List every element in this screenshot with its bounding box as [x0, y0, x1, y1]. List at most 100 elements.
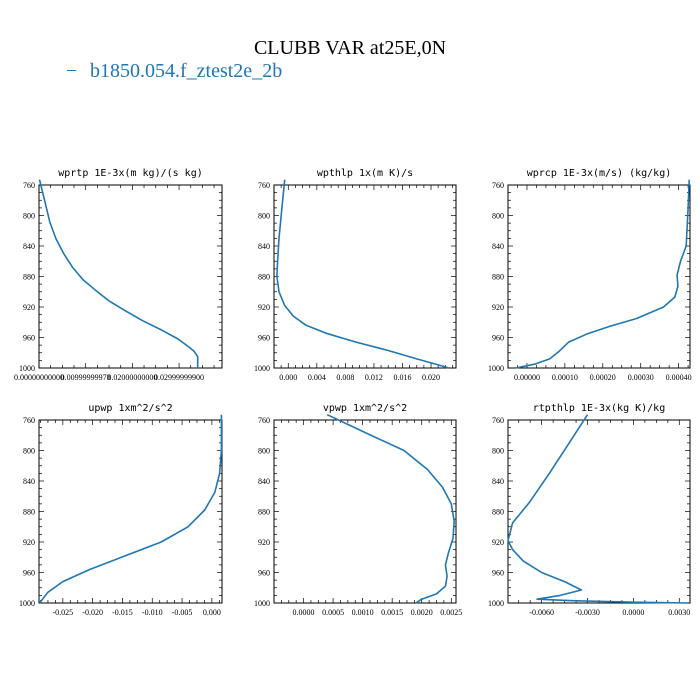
panel-title: rtpthlp 1E-3x(kg K)/kg [533, 403, 665, 414]
y-tick-label: 880 [23, 508, 35, 517]
x-tick-label: 0.02999999900 [154, 373, 204, 382]
x-tick-label: 0.012 [365, 373, 383, 382]
y-tick-label: 880 [492, 273, 504, 282]
y-tick-label: 800 [258, 212, 270, 221]
plot-frame [273, 184, 457, 369]
y-tick-label: 800 [23, 212, 35, 221]
series-line [515, 179, 690, 369]
panel-title: upwp 1xm^2/s^2 [88, 403, 172, 414]
panel-title: vpwp 1xm^2/s^2 [323, 403, 407, 414]
panel-6: rtpthlp 1E-3x(kg K)/kg 760 800 840 880 920 960… [488, 403, 691, 617]
y-tick-label: 760 [258, 181, 270, 190]
x-tick-label: 0.00000 [514, 373, 540, 382]
series-line [326, 413, 456, 604]
legend: − b1850.054.f_ztest2e_2b [66, 60, 282, 82]
y-tick-label: 760 [492, 416, 504, 425]
x-tick-label: 0.000 [279, 373, 297, 382]
y-tick-label: 880 [23, 273, 35, 282]
x-tick-label: 0.00020 [590, 373, 616, 382]
y-tick-label: 800 [23, 447, 35, 456]
legend-label: b1850.054.f_ztest2e_2b [90, 60, 282, 82]
x-tick-label: 0.0005 [322, 608, 344, 617]
x-tick-label: 0.00999999978 [61, 373, 111, 382]
x-tick-label: 0.00000000000 [14, 373, 64, 382]
y-tick-label: 960 [258, 334, 270, 343]
x-tick-label: 0.016 [393, 373, 411, 382]
y-tick-label: 1000 [254, 599, 270, 608]
y-tick-label: 840 [23, 242, 35, 251]
plot-frame [273, 419, 457, 604]
y-tick-label: 1000 [488, 364, 504, 373]
y-tick-label: 920 [492, 538, 504, 547]
series-line [38, 414, 223, 604]
y-tick-label: 1000 [488, 599, 504, 608]
y-tick-label: 760 [258, 416, 270, 425]
series-line [276, 179, 450, 369]
y-tick-label: 760 [492, 181, 504, 190]
panel-4: upwp 1xm^2/s^2 760 800 840 880 920 960 1000 -0.0… [19, 403, 223, 617]
plot-frame [38, 419, 223, 604]
x-tick-label: -0.025 [53, 608, 74, 617]
y-tick-label: 920 [23, 538, 35, 547]
y-tick-label: 760 [23, 181, 35, 190]
x-tick-label: -0.005 [172, 608, 193, 617]
x-tick-label: 0.0000 [622, 608, 644, 617]
plot-frame [507, 184, 691, 369]
legend-marker: − [66, 60, 77, 82]
x-tick-label: -0.010 [142, 608, 163, 617]
x-tick-label: 0.000 [203, 608, 221, 617]
x-tick-label: -0.0060 [529, 608, 554, 617]
x-tick-label: 0.00010 [552, 373, 578, 382]
y-tick-label: 840 [492, 477, 504, 486]
y-tick-label: 920 [258, 538, 270, 547]
y-tick-label: 840 [258, 477, 270, 486]
series-line [507, 414, 689, 604]
figure-title: CLUBB VAR at25E,0N [254, 37, 446, 59]
y-tick-label: 840 [23, 477, 35, 486]
x-tick-label: 0.020 [422, 373, 440, 382]
x-tick-label: -0.0030 [575, 608, 600, 617]
x-tick-label: 0.0010 [352, 608, 374, 617]
panel-5: vpwp 1xm^2/s^2 760 800 840 880 920 960 1000 0.00… [254, 403, 462, 617]
y-tick-label: 960 [258, 569, 270, 578]
x-tick-label: 0.02000000000 [107, 373, 157, 382]
x-tick-label: 0.0020 [411, 608, 433, 617]
y-tick-label: 960 [492, 334, 504, 343]
y-tick-label: 920 [23, 303, 35, 312]
x-tick-label: 0.00040 [666, 373, 692, 382]
panel-grid: wprtp 1E-3x(m kg)/(s kg) 760 800 840 880 920 9… [14, 168, 692, 617]
y-tick-label: 760 [23, 416, 35, 425]
y-tick-label: 800 [492, 447, 504, 456]
y-tick-label: 1000 [19, 599, 35, 608]
x-tick-label: 0.0015 [381, 608, 403, 617]
y-tick-label: 960 [23, 334, 35, 343]
panel-title: wprcp 1E-3x(m/s) (kg/kg) [527, 168, 672, 179]
y-tick-label: 1000 [19, 364, 35, 373]
y-tick-label: 920 [258, 303, 270, 312]
panel-2: wpthlp 1x(m K)/s 760 800 840 880 920 960 1000 0.… [254, 168, 457, 382]
x-tick-label: 0.0000 [293, 608, 315, 617]
y-tick-label: 960 [492, 569, 504, 578]
y-tick-label: 800 [492, 212, 504, 221]
series-line [38, 179, 199, 368]
panel-3: wprcp 1E-3x(m/s) (kg/kg) 760 800 840 880 920 9… [488, 168, 692, 382]
y-tick-label: 880 [258, 508, 270, 517]
x-tick-label: 0.008 [336, 373, 354, 382]
y-tick-label: 880 [492, 508, 504, 517]
x-tick-label: -0.015 [112, 608, 133, 617]
x-tick-label: 0.0025 [440, 608, 462, 617]
y-tick-label: 1000 [254, 364, 270, 373]
y-tick-label: 960 [23, 569, 35, 578]
x-tick-label: 0.00030 [628, 373, 654, 382]
panel-title: wpthlp 1x(m K)/s [317, 168, 413, 179]
x-tick-label: 0.0030 [668, 608, 690, 617]
x-tick-label: -0.020 [82, 608, 103, 617]
panel-title: wprtp 1E-3x(m kg)/(s kg) [58, 168, 203, 179]
y-tick-label: 840 [258, 242, 270, 251]
plot-frame [38, 184, 223, 369]
y-tick-label: 800 [258, 447, 270, 456]
y-tick-label: 880 [258, 273, 270, 282]
plot-frame [507, 419, 691, 604]
x-tick-label: 0.004 [308, 373, 326, 382]
